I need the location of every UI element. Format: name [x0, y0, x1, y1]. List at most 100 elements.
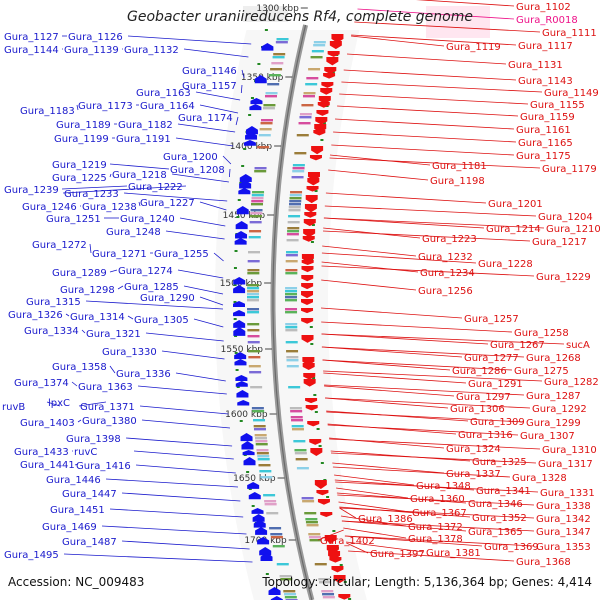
gene-label-left: Gura_1416 [76, 461, 131, 472]
forward-gene-arrow [316, 490, 329, 496]
cog-block-reverse [251, 200, 264, 203]
gene-label-left: Gura_1173 [78, 101, 133, 112]
gene-label-left: Gura_1285 [124, 282, 179, 293]
cog-block-forward [308, 536, 321, 539]
cog-block-forward [290, 416, 303, 419]
genome-title: Geobacter uraniireducens Rf4, complete g… [127, 9, 473, 25]
leader-connector-left [78, 401, 107, 407]
leader-line-right [328, 169, 429, 181]
cog-block-forward [289, 197, 302, 200]
leader-connector-left [61, 185, 128, 190]
cog-block-reverse [284, 593, 297, 596]
cog-block-reverse [257, 458, 270, 461]
cog-block-forward [289, 203, 302, 206]
reverse-gene-arrow [234, 352, 247, 360]
gene-label-left: Gura_1219 [52, 160, 107, 171]
leader-line-right [334, 474, 415, 486]
gene-label-right: Gura_1234 [420, 268, 475, 279]
marker-dot [314, 190, 318, 192]
reverse-gene-arrow [236, 206, 249, 215]
leader-line-left [213, 252, 224, 262]
leader-line-right [329, 157, 541, 169]
cog-block-reverse [270, 68, 283, 71]
marker-dot [237, 199, 241, 201]
track-band [215, 30, 367, 600]
leader-line-left [199, 201, 227, 211]
gene-label-right: Gura_1346 [468, 499, 523, 510]
forward-gene-arrow [338, 594, 351, 600]
cog-block-reverse [250, 209, 263, 212]
forward-gene-arrow [324, 67, 337, 75]
reverse-gene-arrow [242, 450, 255, 456]
gene-label-right: Gura_1309 [470, 417, 525, 428]
leader-line-right [324, 385, 455, 397]
cog-block-forward [285, 254, 298, 257]
cog-block-reverse [251, 194, 264, 197]
cog-block-reverse [264, 503, 277, 506]
cog-block-forward [285, 296, 298, 299]
leader-line-left [240, 84, 243, 94]
leader-line-left [229, 168, 231, 178]
forward-gene-arrow [329, 41, 342, 50]
forward-gene-arrow [329, 557, 342, 563]
marker-dot [233, 267, 237, 269]
gene-label-right: Gura_1198 [430, 176, 485, 187]
leader-line-right [332, 466, 511, 478]
cog-block-forward [294, 152, 307, 155]
gene-label-right: Gura_1386 [358, 514, 413, 525]
gene-label-right: Gura_1367 [412, 508, 467, 519]
forward-gene-arrow [301, 266, 314, 273]
leader-line-right [344, 535, 483, 547]
cog-block-reverse [247, 269, 260, 272]
gene-label-left: Gura_1251 [46, 214, 101, 225]
cog-block-forward [293, 440, 306, 443]
gene-label-left: Gura_1208 [170, 165, 225, 176]
gene-label-left: Gura_1248 [106, 227, 161, 238]
gene-label-left: Gura_1289 [52, 268, 107, 279]
cog-block-reverse [247, 272, 260, 275]
leader-line-right [357, 8, 515, 20]
accession-label: Accession: [8, 575, 72, 589]
gene-label-right: Gura_1131 [508, 60, 563, 71]
gene-label-left: Gura_1433 [14, 447, 69, 458]
gene-label-right: Gura_1372 [408, 522, 463, 533]
gene-label-left: Gura_1271 [92, 249, 147, 260]
cog-block-reverse [269, 527, 282, 530]
cog-block-reverse [250, 215, 263, 218]
cog-block-forward [285, 341, 298, 344]
leader-connector-left [74, 463, 79, 466]
gene-label-right: Gura_1352 [472, 513, 527, 524]
leader-line-right [325, 397, 531, 409]
gene-label-left: Gura_1272 [32, 240, 87, 251]
marker-dot [235, 369, 239, 371]
leader-line-left [139, 405, 229, 415]
cog-block-forward [318, 578, 331, 581]
forward-gene-arrow [301, 283, 314, 290]
marker-dot [234, 352, 238, 354]
cog-block-reverse [283, 590, 296, 593]
forward-gene-arrow [320, 88, 333, 95]
cog-block-reverse [250, 386, 263, 389]
gene-label-left: Gura_1182 [118, 120, 173, 131]
gene-label-left: Gura_1191 [116, 134, 171, 145]
tick-label: 1300 kbp [256, 4, 299, 14]
leader-connector-left [71, 381, 78, 387]
forward-gene-arrow [323, 73, 336, 79]
reverse-gene-arrow [239, 180, 252, 189]
cog-block-forward [301, 497, 314, 500]
gene-label-right: Gura_1310 [542, 445, 597, 456]
gene-label-right: Gura_1337 [446, 469, 501, 480]
gene-label-right: Gura_1369 [484, 542, 539, 553]
leader-line-right [321, 279, 417, 291]
forward-gene-arrow [317, 499, 330, 505]
gene-label-right: Gura_1360 [410, 494, 465, 505]
gene-label-left: Gura_1403 [20, 418, 75, 429]
marker-dot [332, 530, 336, 532]
cog-block-reverse [247, 296, 260, 299]
leader-connector-left [109, 269, 118, 273]
cog-block-forward [287, 227, 300, 230]
tick-label: 1600 kbp [225, 410, 268, 420]
leader-line-right [340, 515, 407, 527]
reverse-gene-arrow [270, 596, 283, 600]
reverse-gene-arrow [261, 43, 274, 51]
